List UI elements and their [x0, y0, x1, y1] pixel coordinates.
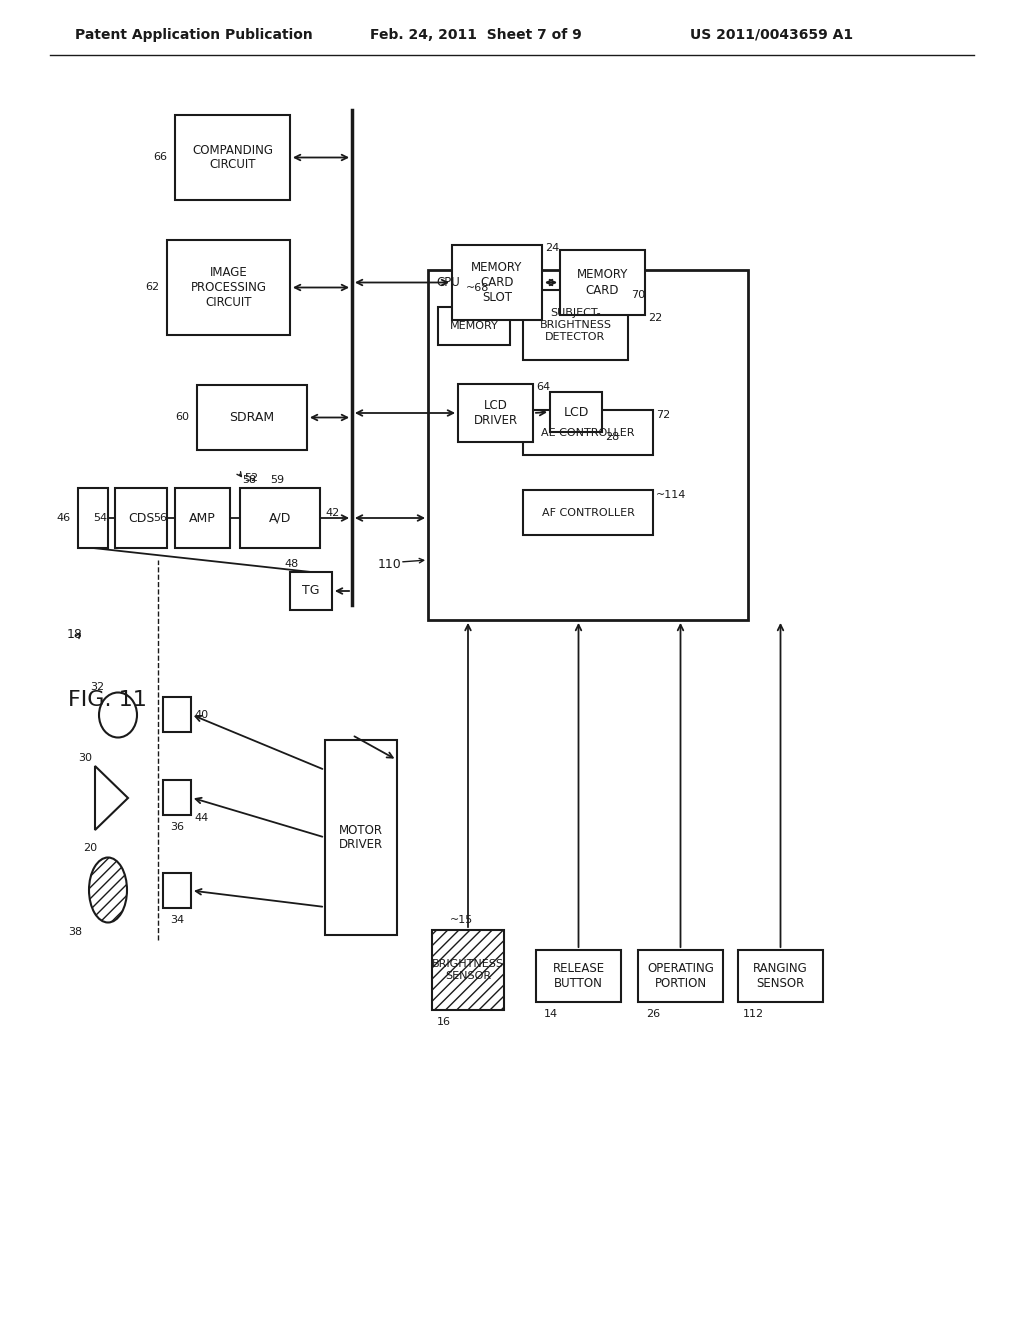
Bar: [560, 249, 645, 315]
Bar: [325, 741, 397, 935]
Text: 64: 64: [536, 381, 550, 392]
Text: 34: 34: [170, 915, 184, 925]
Text: ~68: ~68: [466, 282, 489, 293]
Text: ~15: ~15: [450, 915, 473, 925]
Text: 58: 58: [242, 475, 256, 484]
Bar: [115, 488, 167, 548]
Text: BRIGHTNESS
SENSOR: BRIGHTNESS SENSOR: [432, 960, 504, 981]
Bar: [550, 392, 602, 432]
Bar: [163, 697, 191, 733]
Text: 36: 36: [170, 822, 184, 832]
Text: RELEASE
BUTTON: RELEASE BUTTON: [552, 962, 604, 990]
Text: 56: 56: [153, 513, 167, 523]
Text: US 2011/0043659 A1: US 2011/0043659 A1: [690, 28, 853, 42]
Text: MOTOR
DRIVER: MOTOR DRIVER: [339, 824, 383, 851]
Bar: [167, 240, 290, 335]
Text: 18: 18: [67, 628, 83, 642]
Polygon shape: [95, 766, 128, 830]
Bar: [523, 290, 628, 360]
Text: AF CONTROLLER: AF CONTROLLER: [542, 507, 635, 517]
Text: 62: 62: [145, 282, 159, 293]
Bar: [638, 950, 723, 1002]
Text: 40: 40: [194, 710, 208, 719]
Text: SDRAM: SDRAM: [229, 411, 274, 424]
Text: 30: 30: [78, 752, 92, 763]
Text: 24: 24: [545, 243, 559, 253]
Bar: [163, 873, 191, 908]
Text: Patent Application Publication: Patent Application Publication: [75, 28, 312, 42]
Bar: [175, 115, 290, 201]
Text: MEMORY
CARD
SLOT: MEMORY CARD SLOT: [471, 261, 522, 304]
Bar: [428, 271, 748, 620]
Text: 38: 38: [68, 927, 82, 937]
Text: 60: 60: [175, 412, 189, 422]
Text: 70: 70: [631, 290, 645, 300]
Text: COMPANDING
CIRCUIT: COMPANDING CIRCUIT: [193, 144, 273, 172]
Ellipse shape: [89, 858, 127, 923]
Text: AMP: AMP: [189, 511, 216, 524]
Text: 22: 22: [648, 313, 663, 323]
Text: 52: 52: [244, 473, 258, 483]
Text: Feb. 24, 2011  Sheet 7 of 9: Feb. 24, 2011 Sheet 7 of 9: [370, 28, 582, 42]
Text: 48: 48: [284, 558, 298, 569]
Text: MEMORY: MEMORY: [450, 321, 499, 331]
Bar: [452, 246, 542, 319]
Bar: [458, 384, 534, 442]
Bar: [432, 931, 504, 1010]
Text: 28: 28: [605, 432, 620, 442]
Bar: [240, 488, 319, 548]
Text: TG: TG: [302, 585, 319, 598]
Bar: [536, 950, 621, 1002]
Text: 16: 16: [437, 1016, 451, 1027]
Text: 110: 110: [378, 558, 401, 572]
Bar: [438, 308, 510, 345]
Bar: [175, 488, 230, 548]
Text: IMAGE
PROCESSING
CIRCUIT: IMAGE PROCESSING CIRCUIT: [190, 267, 266, 309]
Text: SUBJECT-
BRIGHTNESS
DETECTOR: SUBJECT- BRIGHTNESS DETECTOR: [540, 309, 611, 342]
Text: 66: 66: [153, 153, 167, 162]
Text: 54: 54: [93, 513, 108, 523]
Text: 42: 42: [325, 508, 339, 517]
Text: 26: 26: [646, 1008, 660, 1019]
Bar: [523, 490, 653, 535]
Bar: [523, 411, 653, 455]
Text: 20: 20: [83, 843, 97, 853]
Text: 46: 46: [56, 513, 70, 523]
Bar: [78, 488, 108, 548]
Bar: [738, 950, 823, 1002]
Text: ~114: ~114: [656, 490, 686, 500]
Text: 112: 112: [743, 1008, 764, 1019]
Text: 59: 59: [270, 475, 284, 484]
Text: 14: 14: [544, 1008, 558, 1019]
Text: FIG. 11: FIG. 11: [68, 690, 146, 710]
Bar: [290, 572, 332, 610]
Text: 72: 72: [656, 411, 671, 420]
Text: OPERATING
PORTION: OPERATING PORTION: [647, 962, 714, 990]
Text: LCD
DRIVER: LCD DRIVER: [473, 399, 517, 426]
Text: A/D: A/D: [269, 511, 291, 524]
Text: LCD: LCD: [563, 405, 589, 418]
Bar: [163, 780, 191, 814]
Text: RANGING
SENSOR: RANGING SENSOR: [753, 962, 808, 990]
Text: MEMORY
CARD: MEMORY CARD: [577, 268, 628, 297]
Bar: [197, 385, 307, 450]
Ellipse shape: [99, 693, 137, 738]
Text: 32: 32: [90, 682, 104, 692]
Text: CDS: CDS: [128, 511, 155, 524]
Text: CPU: CPU: [436, 276, 460, 289]
Text: 44: 44: [194, 813, 208, 822]
Text: AE CONTROLLER: AE CONTROLLER: [542, 428, 635, 437]
